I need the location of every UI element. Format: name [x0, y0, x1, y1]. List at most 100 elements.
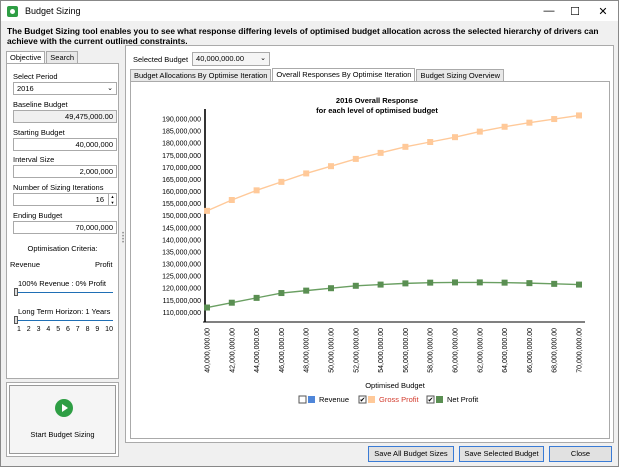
sizing-iterations-stepper[interactable]: 16 ▲ ▼: [13, 193, 117, 206]
objective-panel: Select Period 2016 ⌄ Baseline Budget 49,…: [6, 63, 119, 379]
horizon-slider-thumb[interactable]: [14, 316, 18, 324]
data-point: [501, 279, 508, 286]
y-axis: 110,000,000 115,000,000 120,000,000 125,000…: [162, 109, 206, 322]
data-point: [402, 143, 409, 150]
tab-budget-allocations[interactable]: Budget Allocations By Optimise Iteration: [130, 69, 272, 81]
horizon-slider-track[interactable]: [16, 320, 113, 321]
data-point: [476, 128, 483, 135]
minimize-button[interactable]: —: [543, 5, 555, 17]
tab-overall-responses[interactable]: Overall Responses By Optimise Iteration: [272, 68, 416, 81]
selected-budget-dropdown[interactable]: 40,000,000.00 ⌄: [192, 52, 271, 66]
interval-size-field[interactable]: 2,000,000: [13, 165, 117, 178]
legend-checkbox: [426, 395, 435, 404]
data-point: [204, 304, 210, 311]
x-tick-label: 56,000,000.00: [403, 328, 410, 373]
data-point: [526, 280, 533, 287]
profit-label: Profit: [95, 260, 113, 269]
horizon-tick-labels: 1 2 3 4 5 6 7 8 9 10: [17, 326, 113, 333]
x-tick-label: 46,000,000.00: [279, 328, 286, 373]
horizon-tick: 8: [85, 326, 90, 333]
starting-budget-field[interactable]: 40,000,000: [13, 138, 117, 151]
legend-swatch: [368, 396, 375, 403]
data-point: [228, 299, 235, 306]
chart-legend: Revenue ✔ Gross Profit ✔ Net Profit: [298, 395, 479, 404]
data-point: [526, 119, 533, 126]
data-point: [228, 197, 235, 203]
tab-budget-sizing-overview[interactable]: Budget Sizing Overview: [416, 69, 505, 81]
close-window-button[interactable]: ✕: [598, 5, 608, 18]
data-point: [452, 279, 458, 286]
revenue-profit-slider-track[interactable]: [16, 292, 113, 293]
y-tick-label: 185,000,000: [162, 129, 201, 136]
data-point: [476, 279, 483, 286]
y-tick-label: 115,000,000: [163, 298, 202, 305]
x-tick-label: 66,000,000.00: [527, 328, 534, 373]
tab-objective[interactable]: Objective: [6, 51, 46, 63]
start-budget-sizing-button[interactable]: Start Budget Sizing: [9, 385, 116, 454]
horizon-tick: 5: [56, 326, 61, 333]
data-point: [253, 294, 260, 301]
horizon-tick: 10: [105, 326, 113, 333]
y-tick-label: 190,000,000: [162, 117, 201, 124]
legend-label: Gross Profit: [379, 395, 420, 404]
chart-title: 2016 Overall Response: [336, 96, 418, 105]
legend-swatch: [308, 396, 315, 403]
ending-budget-field[interactable]: 70,000,000: [13, 221, 117, 234]
baseline-budget-field: 49,475,000.00: [13, 110, 117, 123]
save-all-budget-sizes-button[interactable]: Save All Budget Sizes: [368, 446, 454, 462]
data-point: [551, 280, 558, 287]
y-tick-label: 110,000,000: [163, 310, 202, 317]
tab-search[interactable]: Search: [46, 51, 79, 63]
left-panel: Objective Search Select Period 2016 ⌄ Ba…: [6, 51, 119, 457]
start-budget-sizing-label: Start Budget Sizing: [30, 430, 95, 439]
splitter-grip-icon[interactable]: • • • •: [122, 231, 125, 246]
interval-size-label: Interval Size: [13, 155, 55, 164]
x-tick-label: 50,000,000.00: [329, 328, 336, 373]
play-icon: [55, 399, 73, 417]
maximize-button[interactable]: ☐: [570, 5, 580, 18]
data-point: [303, 170, 310, 177]
long-term-horizon-text: Long Term Horizon: 1 Years: [18, 307, 111, 316]
close-button[interactable]: Close: [549, 446, 612, 462]
series-line: [206, 281, 580, 309]
title-bar: Budget Sizing — ☐ ✕: [1, 1, 618, 21]
selected-budget-value: 40,000,000.00: [196, 54, 245, 63]
stepper-arrows-icon[interactable]: ▲ ▼: [108, 194, 116, 205]
chart-subtitle: for each level of optimised budget: [316, 106, 438, 115]
horizon-tick: 7: [75, 326, 80, 333]
horizon-tick: 6: [65, 326, 70, 333]
y-tick-label: 175,000,000: [162, 153, 201, 160]
check-icon: ✔: [360, 397, 366, 404]
selected-budget-label: Selected Budget: [133, 54, 189, 64]
horizon-tick: 9: [95, 326, 100, 333]
data-point: [377, 281, 384, 288]
legend-label: Revenue: [319, 395, 349, 404]
data-point: [427, 279, 434, 286]
y-tick-label: 145,000,000: [162, 225, 201, 232]
chart-series: [204, 112, 582, 311]
x-tick-label: 58,000,000.00: [428, 328, 435, 373]
horizon-tick: 2: [26, 326, 31, 333]
x-tick-label: 68,000,000.00: [552, 328, 559, 373]
y-tick-label: 125,000,000: [162, 274, 201, 281]
revenue-profit-slider-thumb[interactable]: [14, 288, 18, 296]
data-point: [402, 280, 409, 287]
y-tick-label: 120,000,000: [162, 286, 201, 293]
y-tick-label: 130,000,000: [162, 262, 201, 269]
right-tabs: Budget Allocations By Optimise Iteration…: [130, 68, 505, 82]
y-tick-label: 140,000,000: [162, 237, 201, 244]
legend-label: Net Profit: [447, 395, 479, 404]
x-axis: 40,000,000.00 42,000,000.00 44,000,000.00 4…: [203, 321, 585, 373]
overall-response-chart: 2016 Overall Response for each level of …: [162, 96, 585, 404]
legend-checkbox: [298, 395, 307, 404]
x-tick-label: 54,000,000.00: [378, 328, 385, 373]
y-tick-label: 160,000,000: [162, 189, 201, 196]
select-period-dropdown[interactable]: 2016 ⌄: [13, 82, 117, 95]
selected-budget-row: Selected Budget 40,000,000.00 ⌄: [133, 52, 271, 66]
start-sizing-box: Start Budget Sizing: [6, 382, 119, 457]
data-point: [377, 149, 384, 156]
x-tick-label: 40,000,000.00: [205, 328, 212, 373]
data-point: [303, 287, 310, 294]
save-selected-budget-button[interactable]: Save Selected Budget: [459, 446, 544, 462]
data-point: [278, 178, 285, 185]
